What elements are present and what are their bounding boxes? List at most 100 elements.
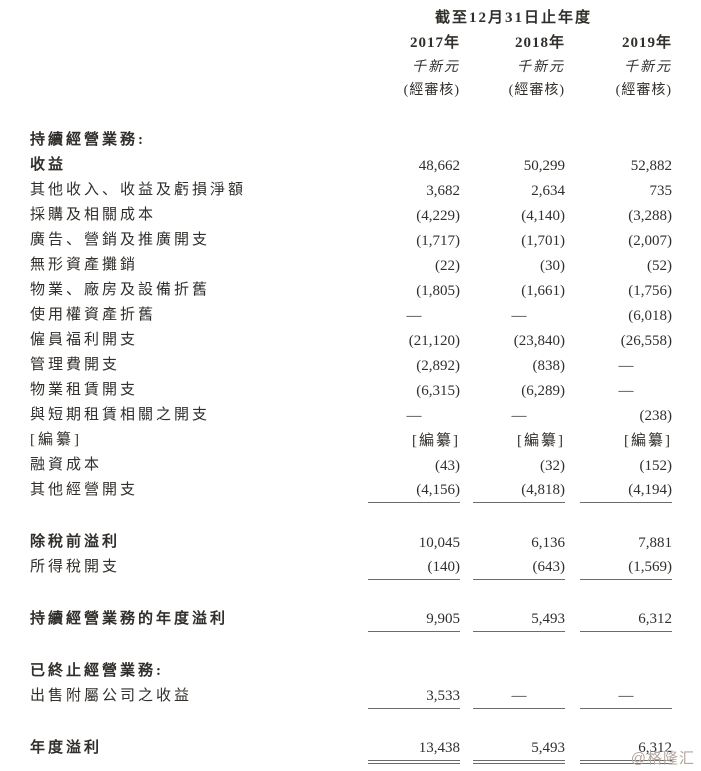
table-row: 持續經營業務的年度溢利 9,905 5,493 6,312	[30, 607, 672, 632]
value-2018: (643)	[473, 555, 565, 580]
unit-label: 千新元	[412, 60, 460, 75]
value-cell-2018: (1,701)	[460, 228, 565, 253]
value-cell-2019: —	[565, 683, 672, 709]
value-2018: 2,634	[531, 183, 565, 199]
value-2019: 52,882	[630, 158, 672, 174]
value-2017: (43)	[435, 458, 460, 474]
period-title: 截至12月31日止年度	[434, 10, 592, 26]
row-label: 其他收入、收益及虧損淨額	[30, 182, 247, 198]
audited-label: (經審核)	[508, 83, 565, 98]
value-cell-2017: (2,892)	[355, 353, 460, 378]
value-2017: (2,892)	[416, 358, 460, 374]
value-2019: (1,569)	[580, 555, 672, 580]
audit-header-row: (經審核) (經審核) (經審核)	[30, 80, 672, 102]
value-cell-2019: 52,882	[565, 153, 672, 178]
value-2018: 6,136	[531, 535, 565, 551]
value-cell-2019: (3,288)	[565, 203, 672, 228]
year-header-row: 2017年 2018年 2019年	[30, 30, 672, 56]
value-cell-2017	[355, 659, 460, 684]
value-2019: (238)	[639, 408, 673, 424]
row-label: 廣告、營銷及推廣開支	[30, 232, 211, 248]
value-cell-2018	[460, 659, 565, 684]
value-2017: 13,438	[368, 736, 460, 764]
value-2019: (6,018)	[628, 308, 672, 324]
value-2018: 5,493	[473, 736, 565, 764]
row-label: 採購及相關成本	[30, 207, 157, 223]
value-2017: —	[406, 408, 422, 424]
value-cell-2018: —	[460, 303, 565, 328]
row-label: 物業、廠房及設備折舊	[30, 282, 211, 298]
value-cell-2019: (4,194)	[565, 477, 672, 503]
value-cell-2018: (23,840)	[460, 328, 565, 353]
table-row: 物業、廠房及設備折舊 (1,805) (1,661) (1,756)	[30, 278, 672, 303]
value-cell-2017	[355, 128, 460, 153]
value-2018: (1,701)	[521, 233, 565, 249]
value-2017: —	[406, 308, 422, 324]
table-row: 收益 48,662 50,299 52,882	[30, 153, 672, 178]
value-2018: (23,840)	[513, 333, 565, 349]
value-cell-2019: (1,569)	[565, 554, 672, 580]
value-cell-2017: 3,533	[355, 683, 460, 709]
value-2018: (4,818)	[473, 478, 565, 503]
value-cell-2018	[460, 128, 565, 153]
value-cell-2019: (6,018)	[565, 303, 672, 328]
table-row: 年度溢利 13,438 5,493 6,312	[30, 736, 672, 764]
audited-label: (經審核)	[615, 83, 672, 98]
table-row: 其他經營開支 (4,156) (4,818) (4,194)	[30, 478, 672, 503]
value-2017: (140)	[368, 555, 460, 580]
value-cell-2019: (26,558)	[565, 328, 672, 353]
table-row: 與短期租賃相關之開支 — — (238)	[30, 403, 672, 428]
value-2018: (32)	[540, 458, 565, 474]
value-cell-2018: (643)	[460, 554, 565, 580]
value-cell-2017: 3,682	[355, 178, 460, 203]
row-label: 年度溢利	[30, 740, 103, 756]
value-2017: (6,315)	[416, 383, 460, 399]
value-cell-2019: 735	[565, 178, 673, 203]
table-row: 採購及相關成本 (4,229) (4,140) (3,288)	[30, 203, 672, 228]
table-row: 使用權資產折舊 — — (6,018)	[30, 303, 672, 328]
value-cell-2017: (1,717)	[355, 228, 460, 253]
table-row: 無形資產攤銷 (22) (30) (52)	[30, 253, 672, 278]
value-2018: —	[511, 408, 527, 424]
value-cell-2017: —	[355, 303, 460, 328]
table-row: 其他收入、收益及虧損淨額 3,682 2,634 735	[30, 178, 672, 203]
value-2019: (4,194)	[580, 478, 672, 503]
value-cell-2018: (30)	[460, 253, 565, 278]
value-2019: (26,558)	[620, 333, 672, 349]
value-2019: (1,756)	[628, 283, 672, 299]
row-label: 除稅前溢利	[30, 534, 121, 550]
row-label: 無形資產攤銷	[30, 257, 139, 273]
table-row: [編纂] [編纂] [編纂] [編纂]	[30, 428, 672, 453]
value-cell-2018: [編纂]	[460, 428, 565, 453]
header-spacer	[30, 80, 355, 102]
value-2017: 10,045	[418, 535, 460, 551]
value-cell-2017: (1,805)	[355, 278, 460, 303]
value-cell-2019: —	[565, 378, 672, 403]
value-2019: —	[618, 383, 634, 399]
value-2019: (2,007)	[628, 233, 672, 249]
value-2018: (838)	[532, 358, 566, 374]
income-statement-table: 持續經營業務: 收益 48,662 50,299 52,882 其他收入、收益及…	[30, 128, 672, 764]
unit-label: 千新元	[517, 60, 565, 75]
value-2018: 50,299	[523, 158, 565, 174]
value-2019: [編纂]	[624, 433, 672, 449]
value-cell-2018: 2,634	[460, 178, 565, 203]
year-2019-header: 2019年	[621, 35, 672, 51]
value-2018: 5,493	[473, 607, 565, 632]
row-label: 所得稅開支	[30, 559, 121, 575]
year-2018-header: 2018年	[514, 35, 565, 51]
value-2017: 3,682	[426, 183, 460, 199]
header-spacer	[30, 56, 355, 80]
value-cell-2019	[565, 659, 672, 684]
table-row: 已終止經營業務:	[30, 659, 672, 684]
table-row: 管理費開支 (2,892) (838) —	[30, 353, 672, 378]
value-cell-2018: —	[460, 403, 565, 428]
value-cell-2019: (1,756)	[565, 278, 672, 303]
value-cell-2018: 50,299	[460, 153, 565, 178]
value-cell-2017: [編纂]	[355, 428, 460, 453]
value-cell-2017: (140)	[355, 554, 460, 580]
row-label: 其他經營開支	[30, 482, 139, 498]
value-2017: (22)	[435, 258, 460, 274]
value-cell-2019: 7,881	[565, 530, 672, 555]
value-2019: —	[618, 358, 634, 374]
